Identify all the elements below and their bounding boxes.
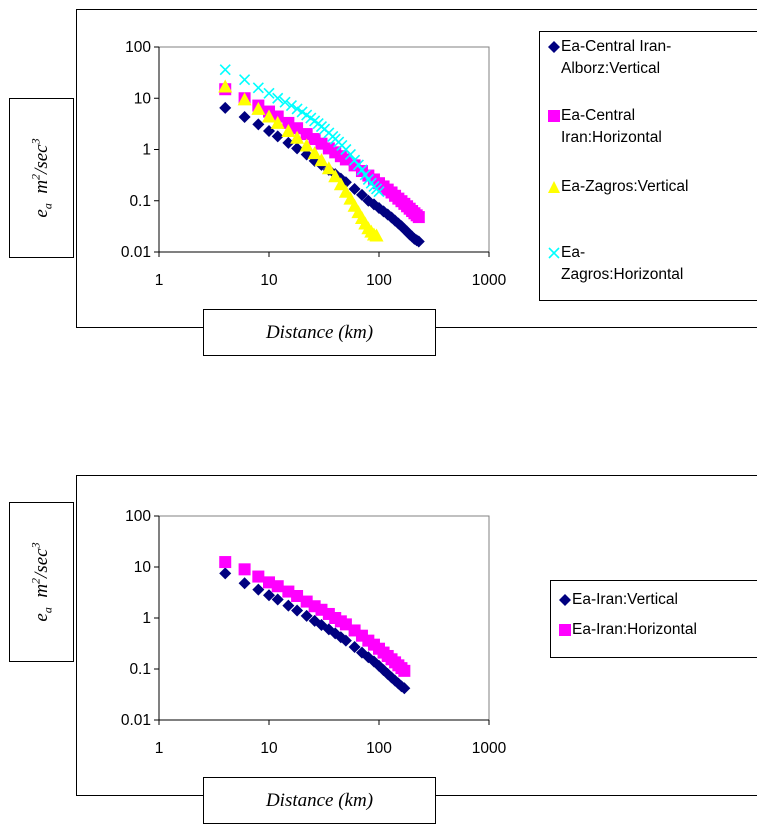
chart-1-series-2-point [412,211,425,224]
chart-1-series-1-point [355,188,368,201]
chart-1-series-3-point [328,169,343,183]
chart-1-series-4-point [344,148,357,161]
chart-1-series-1-point [282,136,295,149]
chart-1-series-3-point [218,79,233,93]
chart-1-y-tick-label: 0.1 [129,193,151,210]
chart-1-x-tick-label: 10 [260,272,278,289]
chart-2-y-tick-label: 100 [125,508,151,525]
chart-1-series-4-point [352,159,364,171]
diamond-marker-icon [557,589,572,611]
chart-1-x-axis-title-box: Distance (km) [203,309,436,356]
chart-1-series-3-point [307,146,322,160]
chart-2-series-1-point [398,682,411,695]
chart-1-series-3-point [369,228,384,242]
chart-2-y-tick-label: 1 [142,610,151,627]
square-marker-icon [557,619,572,641]
chart-1-series-3-point [262,109,276,123]
chart-2-series-2-point [252,570,265,583]
chart-2-x-tick-label: 10 [260,740,278,757]
chart-1-series-4-point [373,186,385,198]
chart-2-series-2-point [219,556,232,569]
chart-2-legend: Ea-Iran:Vertical Ea-Iran:Horizontal [550,580,757,658]
square-marker-icon [546,105,561,127]
chart-1-series-4-point [263,87,275,99]
chart-1-y-tick-label: 10 [134,90,152,107]
chart-2-x-axis-title-box: Distance (km) [203,777,436,824]
chart-2-x-tick-label: 100 [366,740,392,757]
chart-1-series-4-point [285,99,298,112]
chart-1-y-tick-label: 0.01 [121,244,151,261]
chart-1-series-1-point [348,182,361,195]
chart-2-x-axis-title: Distance (km) [265,789,374,811]
chart-2-legend-item-2: Ea-Iran:Horizontal [557,619,697,641]
chart-1-x-tick-label: 1 [155,272,164,289]
diamond-marker-icon [546,36,561,58]
chart-1-legend-item-4: Ea- Zagros:Horizontal [546,242,683,286]
chart-1-legend-label-3: Ea-Zagros:Vertical [561,178,689,195]
chart-2-legend-label-1: Ea-Iran:Vertical [572,591,678,608]
chart-2-series-1-point [271,593,284,606]
chart-1-series-1-point [252,118,265,131]
chart-2-y-tick-label: 0.01 [121,712,151,729]
chart-1-series-2-point [291,122,304,135]
chart-1-legend-item-3: Ea-Zagros:Vertical [546,176,689,198]
x-marker-icon [546,242,561,264]
chart-1-series-3-point [314,153,329,167]
chart-1-series-1-point [412,235,425,248]
chart-1-x-axis-title: Distance (km) [265,321,374,343]
chart-1-series-4-point [272,92,284,104]
chart-2-legend-item-1: Ea-Iran:Vertical [557,589,678,611]
chart-2-series-1-point [238,577,251,590]
chart-1-y-axis-title-box: ea m2/sec3 [9,98,74,258]
chart-1-series-3-point [251,101,266,115]
chart-1-series-4-point [239,74,251,86]
chart-2-series-1-point [300,609,313,622]
chart-1-series-3-point [290,130,305,144]
chart-1-series-3-point [321,161,336,175]
chart-1-legend-label-2: Ea-Central Iran:Horizontal [561,107,662,146]
chart-1-legend-item-1: Ea-Central Iran- Alborz:Vertical [546,36,671,80]
chart-1-series-4-point [356,164,368,176]
chart-2-series-2-point [238,563,251,576]
chart-2-x-tick-label: 1000 [472,740,507,757]
chart-2-legend-label-2: Ea-Iran:Horizontal [572,621,697,638]
chart-2-series-1-point [219,567,232,580]
chart-2-series-1-point [348,641,361,654]
chart-1-legend: Ea-Central Iran- Alborz:Vertical Ea-Cent… [539,31,757,301]
chart-1-legend-label-4: Ea- Zagros:Horizontal [561,244,684,283]
chart-1-series-3-point [281,123,296,137]
chart-1-series-1-point [271,130,284,143]
chart-1-legend-label-1: Ea-Central Iran- Alborz:Vertical [561,38,672,77]
chart-1-x-tick-label: 1000 [472,272,507,289]
chart-1-series-4-point [252,82,264,94]
chart-1-series-3-point [333,177,348,191]
chart-2-series-2-point [398,664,411,677]
chart-1-series-3-point [237,92,252,106]
chart-2-series-1-point [252,583,265,596]
chart-2-series-1-point [282,599,295,612]
chart-2-x-tick-label: 1 [155,740,164,757]
chart-2-y-tick-label: 10 [134,559,152,576]
chart-1-series-1-point [238,111,251,124]
chart-2-series-1-point [291,604,304,617]
chart-1-series-4-point [219,64,231,76]
chart-2-y-tick-label: 0.1 [129,661,151,678]
chart-1-series-4-point [291,103,303,115]
chart-2-series-2-point [271,580,284,593]
triangle-marker-icon [546,176,561,198]
chart-1-series-3-point [270,115,285,129]
chart-2-y-axis-title-box: ea m2/sec3 [9,502,74,662]
chart-2-series-1-point [339,634,352,647]
chart-1-series-1-point [219,101,232,114]
chart-1-y-tick-label: 1 [142,142,151,159]
chart-1-legend-item-2: Ea-Central Iran:Horizontal [546,105,662,149]
chart-2-series-2-point [291,590,304,603]
chart-1-series-4-point [279,96,291,108]
chart-1-y-tick-label: 100 [125,39,151,56]
chart-1-x-tick-label: 100 [366,272,392,289]
chart-1-series-3-point [299,138,314,152]
